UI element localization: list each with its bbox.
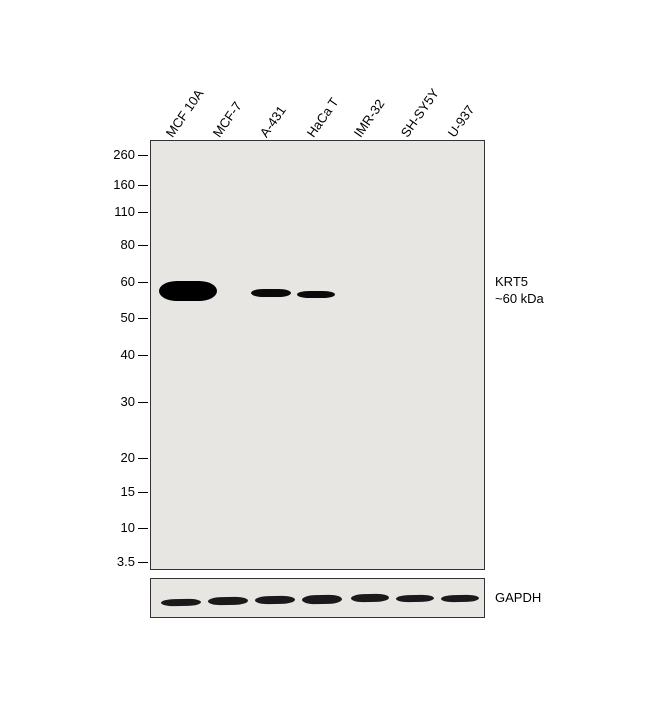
mw-marker-label: 160 [105,177,135,192]
lane-label: SH-SY5Y [398,86,442,140]
protein-band [159,281,217,301]
mw-tick [138,185,148,186]
mw-tick [138,318,148,319]
gapdh-band [255,596,295,605]
mw-tick [138,282,148,283]
mw-tick [138,528,148,529]
krt5-name: KRT5 [495,274,544,291]
gapdh-band [351,594,389,603]
gapdh-label: GAPDH [495,590,541,607]
gapdh-band [161,599,201,607]
lane-labels-row: MCF 10AMCF-7 A-431 HaCa TIMR-32 SH-SY5YU-93… [155,50,485,140]
gapdh-band [208,597,248,606]
lane-label: IMR-32 [351,96,388,140]
mw-tick [138,402,148,403]
protein-band [297,291,335,298]
mw-marker-label: 10 [105,520,135,535]
lane-label: MCF 10A [163,86,207,140]
lane-label: U-937 [445,102,478,140]
mw-marker-label: 15 [105,484,135,499]
gapdh-band [441,595,479,603]
lane-label: HaCa T [304,95,342,140]
mw-marker-label: 20 [105,450,135,465]
lane-label: A-431 [257,103,289,140]
mw-marker-label: 3.5 [105,554,135,569]
mw-tick [138,458,148,459]
gapdh-band [396,595,434,603]
protein-band [251,289,291,297]
mw-marker-label: 30 [105,394,135,409]
mw-marker-label: 50 [105,310,135,325]
mw-tick [138,155,148,156]
mw-marker-label: 40 [105,347,135,362]
mw-marker-label: 80 [105,237,135,252]
krt5-label: KRT5 ~60 kDa [495,274,544,308]
gapdh-blot-panel [150,578,485,618]
lane-label: MCF-7 [210,99,245,140]
gapdh-band [302,595,342,605]
mw-tick [138,492,148,493]
mw-tick [138,355,148,356]
main-blot-panel [150,140,485,570]
mw-marker-label: 110 [105,204,135,219]
mw-tick [138,245,148,246]
mw-marker-label: 260 [105,147,135,162]
mw-tick [138,212,148,213]
mw-tick [138,562,148,563]
krt5-size: ~60 kDa [495,291,544,308]
mw-marker-label: 60 [105,274,135,289]
